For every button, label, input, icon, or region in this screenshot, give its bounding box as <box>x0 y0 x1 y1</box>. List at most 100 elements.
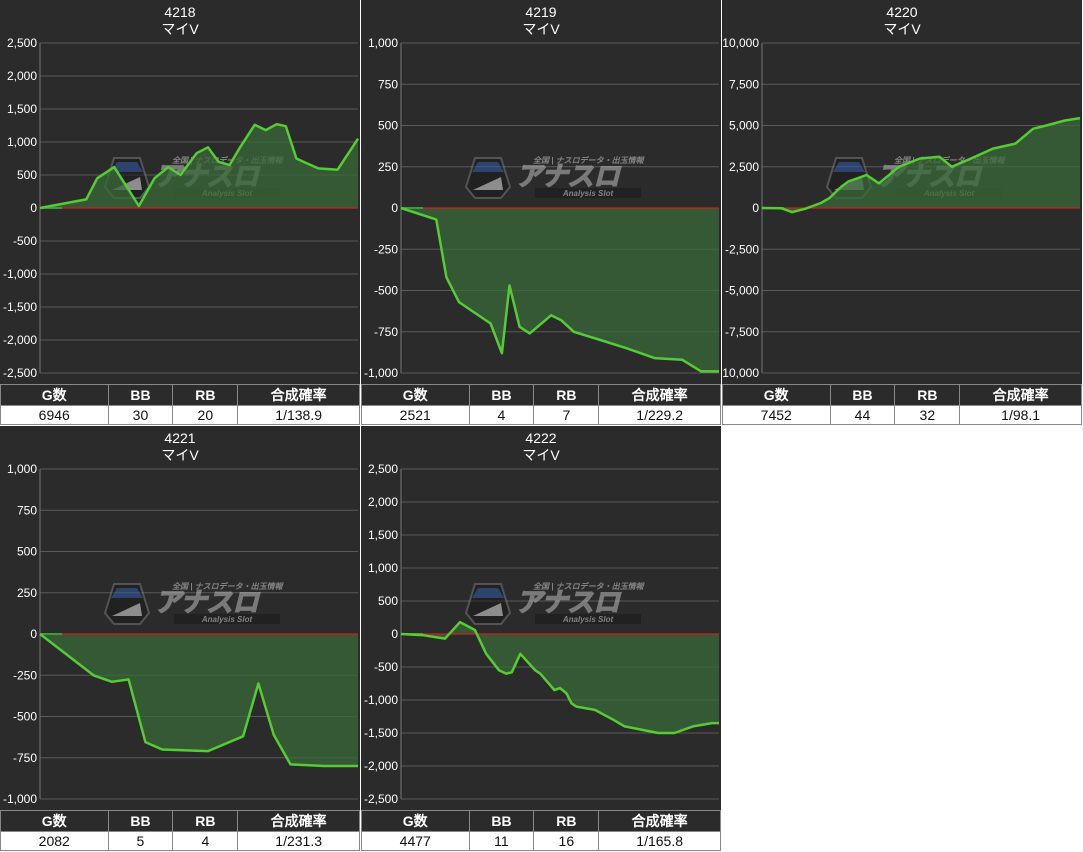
stats-header-cell: G数 <box>0 810 109 832</box>
stats-header-row: G数 BB RB 合成確率 <box>361 810 721 832</box>
stats-header-cell: BB <box>468 810 535 832</box>
logo-wedge-icon <box>473 177 503 190</box>
y-tick-label: -750 <box>374 325 398 339</box>
combined-rate: 1/165.8 <box>598 831 721 851</box>
y-tick-label: -250 <box>13 668 37 682</box>
stats-value-row: 2082 5 4 1/231.3 <box>0 831 360 851</box>
y-tick-label: 500 <box>378 119 398 133</box>
stats-header-cell: G数 <box>0 384 109 406</box>
stats-table: G数 BB RB 合成確率 4477 11 16 1/165.8 <box>361 810 721 851</box>
stats-value-row: 4477 11 16 1/165.8 <box>361 831 721 851</box>
y-tick-label: 1,000 <box>7 462 37 476</box>
chart-title: 4222 <box>525 430 556 446</box>
y-tick-label: 7,500 <box>729 77 759 91</box>
stats-header-row: G数 BB RB 合成確率 <box>722 384 1082 406</box>
bb-count: 11 <box>468 831 535 851</box>
stats-table: G数 BB RB 合成確率 6946 30 20 1/138.9 <box>0 384 360 425</box>
y-tick-label: -500 <box>13 710 37 724</box>
y-tick-label: -5,000 <box>725 284 759 298</box>
area-fill <box>401 208 719 372</box>
y-tick-label: -10,000 <box>722 366 759 380</box>
stats-header-cell: BB <box>829 384 896 406</box>
y-tick-label: 1,500 <box>368 528 398 542</box>
series-line <box>400 206 719 373</box>
y-tick-label: -1,000 <box>364 693 398 707</box>
logo-band-icon <box>111 162 143 172</box>
y-tick-label: -500 <box>374 284 398 298</box>
stats-table: G数 BB RB 合成確率 2082 5 4 1/231.3 <box>0 810 360 851</box>
chart-title: 4221 <box>164 430 195 446</box>
area-fill <box>40 124 358 208</box>
y-tick-label: 1,000 <box>7 135 37 149</box>
watermark-tagline: 全国 | ナスロデータ・出玉情報 <box>533 581 646 591</box>
bb-count: 44 <box>829 405 896 425</box>
machine-panel-4219: 4219 マイV 1,000 750 500 250 0 -250 -500 -750 -1,000… <box>361 0 721 425</box>
games-count: 4477 <box>361 831 470 851</box>
chart-subtitle: マイV <box>161 447 199 463</box>
games-count: 7452 <box>722 405 831 425</box>
logo-wedge-icon <box>473 603 503 616</box>
y-tick-label: 250 <box>378 160 398 174</box>
y-tick-label: 1,500 <box>7 102 37 116</box>
combined-rate: 1/138.9 <box>237 405 360 425</box>
y-tick-label: 750 <box>378 77 398 91</box>
area-fill <box>762 118 1080 213</box>
stats-value-row: 7452 44 32 1/98.1 <box>722 405 1082 425</box>
y-tick-label: 0 <box>30 627 37 641</box>
y-tick-label: -1,000 <box>3 792 37 806</box>
chart-title: 4219 <box>525 4 556 20</box>
machine-panel-4220: 4220 マイV 10,000 7,500 5,000 2,500 0 -2,500 -5,00… <box>722 0 1082 425</box>
watermark-subtitle: Analysis Slot <box>562 189 614 198</box>
watermark-subtitle: Analysis Slot <box>562 615 614 624</box>
series-line <box>39 122 360 210</box>
y-tick-label: -1,500 <box>3 300 37 314</box>
watermark-tagline: 全国 | ナスロデータ・出玉情報 <box>172 155 285 165</box>
stats-header-row: G数 BB RB 合成確率 <box>0 810 360 832</box>
chart-subtitle: マイV <box>161 21 199 37</box>
chart-title: 4220 <box>886 4 917 20</box>
stats-header-row: G数 BB RB 合成確率 <box>0 384 360 406</box>
chart-area: 4219 マイV 1,000 750 500 250 0 -250 -500 -750 -1,000… <box>361 0 721 384</box>
stats-header-cell: RB <box>533 810 600 832</box>
stats-value-row: 2521 4 7 1/229.2 <box>361 405 721 425</box>
bb-count: 4 <box>468 405 535 425</box>
y-tick-label: 5,000 <box>729 119 759 133</box>
stats-table: G数 BB RB 合成確率 7452 44 32 1/98.1 <box>722 384 1082 425</box>
games-count: 2521 <box>361 405 470 425</box>
logo-band-icon <box>833 162 865 172</box>
rb-count: 20 <box>172 405 239 425</box>
watermark-tagline: 全国 | ナスロデータ・出玉情報 <box>894 155 1007 165</box>
y-tick-label: 2,500 <box>368 462 398 476</box>
combined-rate: 1/231.3 <box>237 831 360 851</box>
y-tick-label: 500 <box>17 545 37 559</box>
stats-header-cell: RB <box>533 384 600 406</box>
watermark-title: アナスロ <box>516 587 621 617</box>
combined-rate: 1/229.2 <box>598 405 721 425</box>
chart-subtitle: マイV <box>883 21 921 37</box>
y-tick-label: -2,500 <box>725 242 759 256</box>
stats-header-cell: BB <box>107 384 174 406</box>
watermark-subtitle: Analysis Slot <box>201 615 253 624</box>
logo-band-icon <box>472 162 504 172</box>
y-tick-label: 0 <box>30 201 37 215</box>
stats-header-cell: 合成確率 <box>237 810 360 832</box>
y-tick-label: 2,500 <box>729 160 759 174</box>
chart-area: 4222 マイV 2,500 2,000 1,500 1,000 500 0 -500 -1,00… <box>361 426 721 810</box>
y-tick-label: -500 <box>374 660 398 674</box>
y-tick-label: -2,000 <box>3 333 37 347</box>
y-tick-label: -2,500 <box>3 366 37 380</box>
series-line <box>761 116 1081 214</box>
stats-table: G数 BB RB 合成確率 2521 4 7 1/229.2 <box>361 384 721 425</box>
y-tick-label: -2,000 <box>364 759 398 773</box>
stats-header-cell: RB <box>172 384 239 406</box>
stats-header-cell: 合成確率 <box>237 384 360 406</box>
watermark-sub-bg <box>535 188 641 198</box>
chart-area: 4221 マイV 1,000 750 500 250 0 -250 -500 -750 -1,000… <box>0 426 360 810</box>
y-tick-label: 0 <box>391 627 398 641</box>
y-tick-label: -500 <box>13 234 37 248</box>
